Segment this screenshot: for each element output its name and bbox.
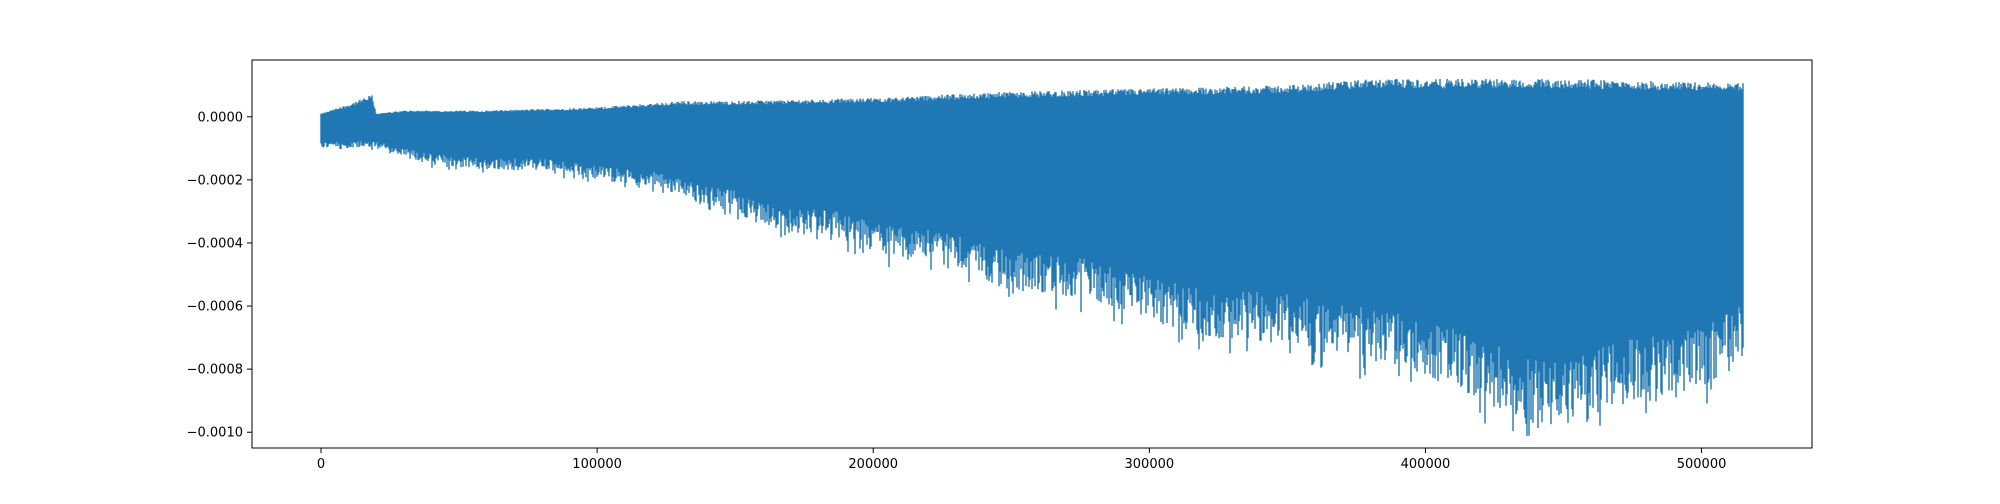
y-tick-label: 0.0000 xyxy=(198,110,244,125)
y-tick-label: −0.0010 xyxy=(187,426,243,441)
axes-frame xyxy=(251,59,1813,449)
x-tick-label: 100000 xyxy=(572,457,622,472)
y-tick-label: −0.0008 xyxy=(187,363,243,378)
x-tick-label: 500000 xyxy=(1677,457,1727,472)
y-tick-label: −0.0002 xyxy=(187,173,243,188)
axes-layer: 0 100000 200000 300000 400000 500000 0.0000 −0.… xyxy=(187,59,1813,472)
x-tick-label: 400000 xyxy=(1401,457,1451,472)
y-tick-label: −0.0006 xyxy=(187,300,243,315)
series-line-path xyxy=(320,79,1744,436)
y-tick-label: −0.0004 xyxy=(187,236,243,251)
x-tick-label: 200000 xyxy=(848,457,898,472)
series-line xyxy=(320,79,1744,436)
plot-layer xyxy=(320,79,1744,436)
x-tick-label: 300000 xyxy=(1125,457,1175,472)
x-tick-label: 0 xyxy=(317,457,325,472)
